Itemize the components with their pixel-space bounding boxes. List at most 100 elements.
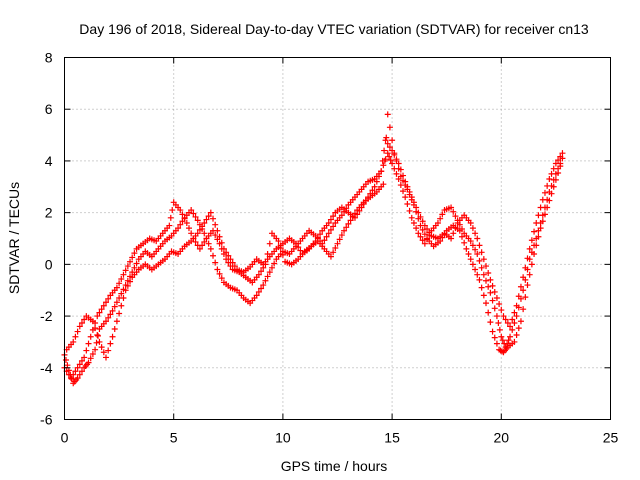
data-point [476,276,483,283]
data-point [496,326,503,333]
data-point [539,196,546,203]
data-point [555,157,562,164]
data-point [100,349,107,356]
data-point [404,183,411,190]
data-point [375,173,382,180]
data-point [253,292,260,299]
data-point [487,319,494,326]
data-point [505,337,512,344]
data-point [483,263,490,270]
y-tick-label: -4 [40,360,53,376]
data-point [196,245,203,252]
data-point [83,347,90,354]
data-point [131,264,138,271]
data-point [450,208,457,215]
data-point [533,219,540,226]
data-point [105,295,112,302]
data-point [379,157,386,164]
data-point [338,232,345,239]
data-point [426,229,433,236]
data-point [424,226,431,233]
data-point [268,264,275,271]
data-point [98,306,105,313]
data-point [386,153,393,160]
data-point [330,223,337,230]
data-point [216,270,223,277]
data-point [201,238,208,245]
data-point [437,215,444,222]
data-point [275,238,282,245]
data-point [410,219,417,226]
data-point [404,201,411,208]
data-point [548,170,555,177]
data-point [500,313,507,320]
data-point [439,211,446,218]
data-point [166,222,173,229]
data-point [395,160,402,167]
data-point [216,233,223,240]
data-point [463,245,470,252]
data-point [472,246,479,253]
x-axis-label: GPS time / hours [281,458,388,474]
data-point [393,170,400,177]
data-point [92,325,99,332]
data-point [255,271,262,278]
x-tick-label: 0 [61,430,69,446]
data-point [78,368,85,375]
data-point [369,187,376,194]
data-point [544,204,551,211]
data-point [400,188,407,195]
data-point [205,240,212,247]
data-point [175,225,182,232]
data-point [496,301,503,308]
data-point [109,333,116,340]
data-point [413,225,420,232]
data-point [102,318,109,325]
data-point [367,190,374,197]
data-point [129,254,136,261]
data-point [167,214,174,221]
data-point [406,188,413,195]
data-point [330,213,337,220]
data-point [421,240,428,247]
data-point [120,294,127,301]
data-point [485,309,492,316]
data-point [480,292,487,299]
data-point [76,361,83,368]
y-axis-label: SDTVAR / TECUs [6,182,22,294]
data-point [94,332,101,339]
data-point [493,340,500,347]
data-point [480,271,487,278]
data-point [192,238,199,245]
data-point [507,323,514,330]
data-point [338,212,345,219]
data-point [334,240,341,247]
data-point [406,207,413,214]
y-tick-label: -6 [40,412,53,428]
data-point [122,267,129,274]
data-point [271,260,278,267]
data-point [190,210,197,217]
data-point [502,316,509,323]
data-point [373,178,380,185]
data-point [522,264,529,271]
data-point [493,294,500,301]
data-point [417,213,424,220]
data-point [317,231,324,238]
data-point [520,274,527,281]
data-point [214,227,221,234]
data-point [70,338,77,345]
data-point [531,251,538,258]
data-point [199,242,206,249]
data-point [231,263,238,270]
data-point [113,318,120,325]
axis-ticks: 0 5 10 15 20 25 -6 -4 -2 0 2 4 6 8 [40,50,618,446]
data-point [498,333,505,340]
data-point [87,355,94,362]
data-point [474,235,481,242]
data-point [491,305,498,312]
data-point [513,302,520,309]
data-point [537,225,544,232]
data-point [391,151,398,158]
